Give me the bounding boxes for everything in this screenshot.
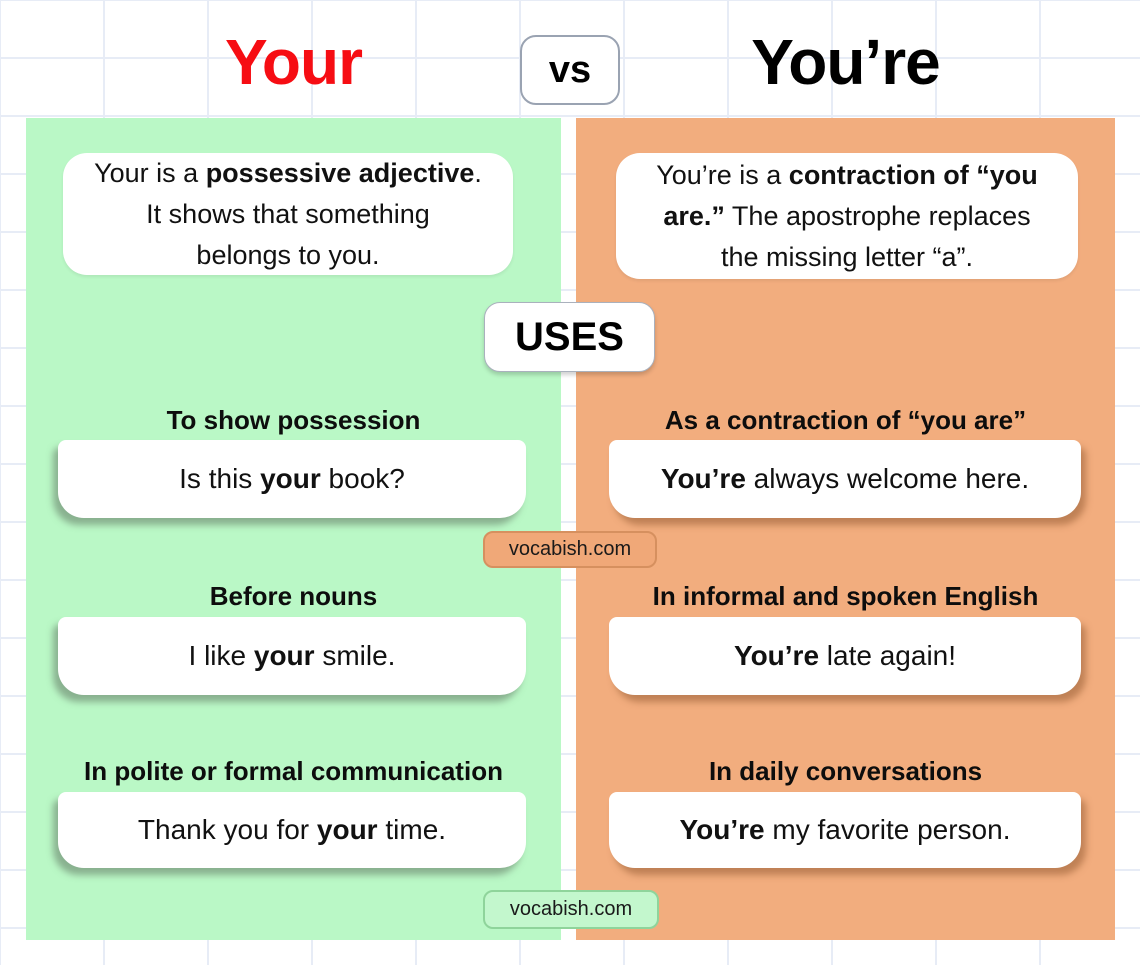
right-section-heading-contraction: As a contraction of “you are” <box>664 405 1027 435</box>
page-title-your: Your <box>224 26 363 98</box>
uses-badge: USES <box>484 302 655 372</box>
left-example-card-formal: Thank you for your time. <box>58 792 526 868</box>
right-panel-youre: You’re is a contraction of “you are.” The… <box>576 118 1115 940</box>
right-example-card-informal: You’re late again! <box>609 617 1081 695</box>
right-section-heading-informal: In informal and spoken English <box>652 581 1039 611</box>
right-section-heading-daily: In daily conversations <box>708 756 983 786</box>
right-example-card-daily: You’re my favorite person. <box>609 792 1081 868</box>
left-example-card-before-nouns: I like your smile. <box>58 617 526 695</box>
watermark-badge-bottom: vocabish.com <box>483 890 659 929</box>
left-section-heading-possession: To show possession <box>166 405 421 435</box>
left-section-heading-before-nouns: Before nouns <box>209 581 378 611</box>
left-panel-your: Your is a possessive adjective. It shows … <box>26 118 561 940</box>
left-example-card-possession: Is this your book? <box>58 440 526 518</box>
vs-badge: vs <box>520 35 620 105</box>
left-definition-card: Your is a possessive adjective. It shows … <box>63 153 513 275</box>
left-section-heading-formal: In polite or formal communication <box>84 756 503 786</box>
page-title-youre: You’re <box>751 26 940 98</box>
watermark-badge-mid: vocabish.com <box>483 531 657 568</box>
right-example-card-contraction: You’re always welcome here. <box>609 440 1081 518</box>
right-definition-card: You’re is a contraction of “you are.” The… <box>616 153 1078 279</box>
